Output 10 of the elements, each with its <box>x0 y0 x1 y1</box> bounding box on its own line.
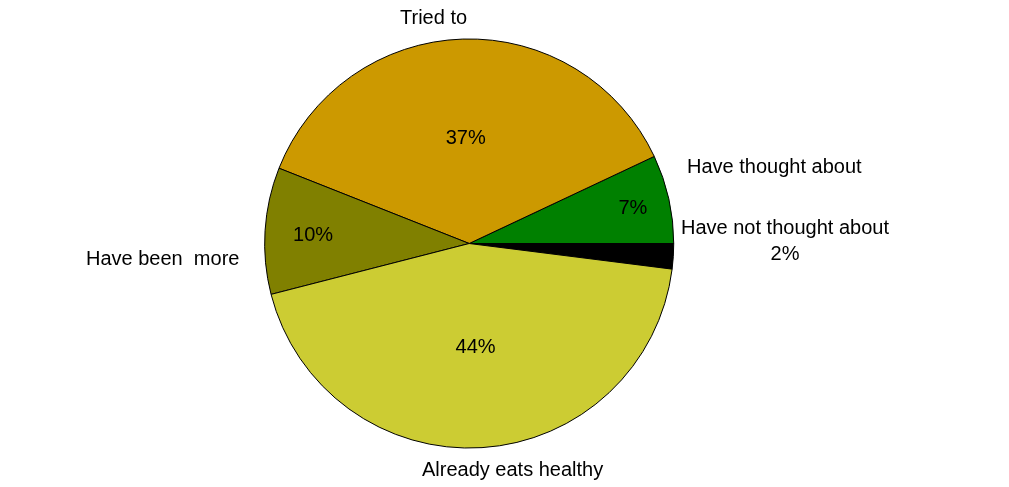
slice-label: Tried to <box>400 6 468 28</box>
slice-label: Already eats healthy <box>422 458 604 480</box>
slice-label: Have been more <box>86 247 240 269</box>
slice-label: Have thought about <box>687 155 863 177</box>
data-label: 10% <box>293 222 334 245</box>
slice-label: Have not thought about <box>681 216 890 238</box>
data-label: 44% <box>455 335 496 358</box>
data-label: 37% <box>445 125 486 148</box>
data-label: 7% <box>618 195 648 218</box>
data-label: 2% <box>770 242 800 264</box>
